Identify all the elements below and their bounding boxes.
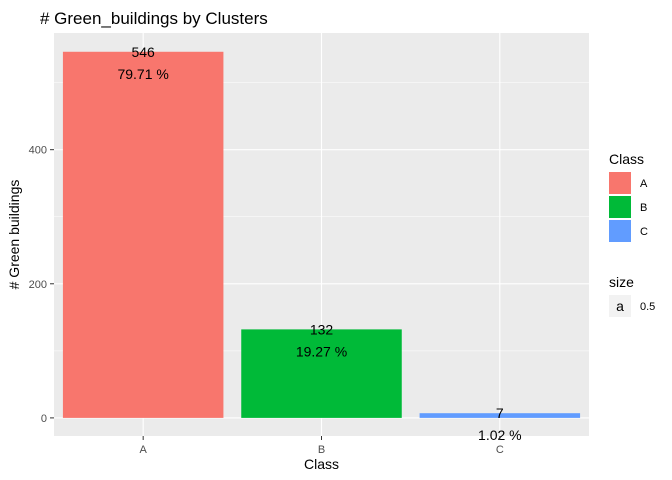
y-tick-label: 200	[29, 279, 47, 291]
legend-label: A	[640, 178, 648, 190]
legend: Class ABC size a 0.5	[609, 151, 655, 317]
y-tick-label: 400	[29, 145, 47, 157]
y-axis-ticks: 0 200 400	[29, 145, 54, 425]
bar-B	[241, 329, 402, 418]
legend-swatch-B	[609, 196, 631, 218]
legend-fill-entries: ABC	[609, 172, 648, 242]
bar-percent-label: 79.71 %	[117, 66, 168, 82]
bar-count-label: 546	[131, 44, 155, 60]
legend-size-key-glyph: a	[616, 298, 624, 314]
legend-size-key	[609, 295, 631, 317]
chart-title: # Green_buildings by Clusters	[40, 9, 268, 28]
legend-size-title: size	[609, 274, 634, 290]
x-axis-ticks: A B C	[139, 436, 504, 456]
y-tick-label: 0	[41, 413, 47, 425]
legend-size-value: 0.5	[640, 301, 655, 313]
bar-count-label: 132	[310, 321, 334, 337]
bar-labels: 546 79.71 % 132 19.27 % 7 1.02 %	[117, 44, 521, 443]
bar-C	[419, 413, 581, 418]
x-tick-label: C	[496, 444, 504, 456]
y-axis-title: # Green buildings	[6, 180, 22, 290]
bar-A	[62, 51, 224, 418]
legend-fill-title: Class	[609, 151, 644, 167]
bar-percent-label: 19.27 %	[296, 343, 347, 359]
legend-swatch-A	[609, 172, 631, 194]
x-axis-title: Class	[304, 456, 339, 472]
bar-count-label: 7	[496, 405, 504, 421]
legend-label: B	[640, 202, 647, 214]
bars	[62, 51, 581, 418]
bar-percent-label: 1.02 %	[478, 427, 522, 443]
legend-swatch-C	[609, 220, 631, 242]
x-tick-label: B	[318, 444, 325, 456]
x-tick-label: A	[139, 444, 147, 456]
legend-label: C	[640, 226, 648, 238]
